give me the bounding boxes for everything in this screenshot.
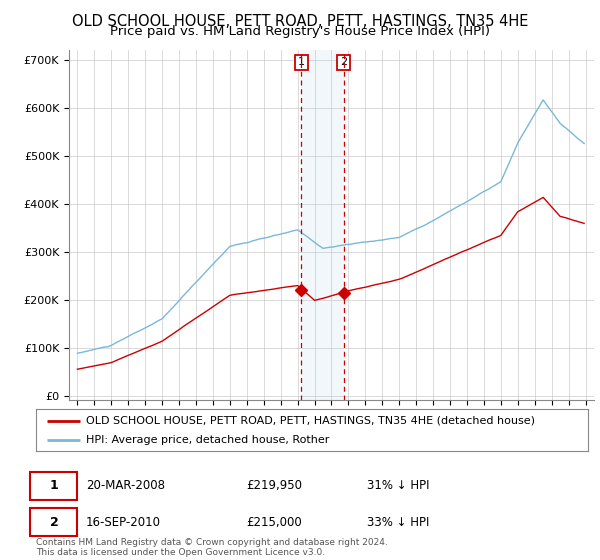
Text: 16-SEP-2010: 16-SEP-2010 [86, 516, 161, 529]
Text: 2: 2 [340, 57, 347, 67]
Text: 31% ↓ HPI: 31% ↓ HPI [367, 479, 430, 492]
Text: 2: 2 [50, 516, 58, 529]
Text: £215,000: £215,000 [246, 516, 302, 529]
Text: Contains HM Land Registry data © Crown copyright and database right 2024.
This d: Contains HM Land Registry data © Crown c… [36, 538, 388, 557]
Text: £219,950: £219,950 [246, 479, 302, 492]
Text: Price paid vs. HM Land Registry's House Price Index (HPI): Price paid vs. HM Land Registry's House … [110, 25, 490, 38]
Text: OLD SCHOOL HOUSE, PETT ROAD, PETT, HASTINGS, TN35 4HE (detached house): OLD SCHOOL HOUSE, PETT ROAD, PETT, HASTI… [86, 416, 535, 426]
Text: 20-MAR-2008: 20-MAR-2008 [86, 479, 164, 492]
Text: OLD SCHOOL HOUSE, PETT ROAD, PETT, HASTINGS, TN35 4HE: OLD SCHOOL HOUSE, PETT ROAD, PETT, HASTI… [72, 14, 528, 29]
FancyBboxPatch shape [31, 508, 77, 536]
Text: 1: 1 [50, 479, 58, 492]
Text: 33% ↓ HPI: 33% ↓ HPI [367, 516, 430, 529]
Text: HPI: Average price, detached house, Rother: HPI: Average price, detached house, Roth… [86, 435, 329, 445]
FancyBboxPatch shape [31, 472, 77, 500]
Bar [301, 50, 344, 400]
Text: 1: 1 [298, 57, 305, 67]
